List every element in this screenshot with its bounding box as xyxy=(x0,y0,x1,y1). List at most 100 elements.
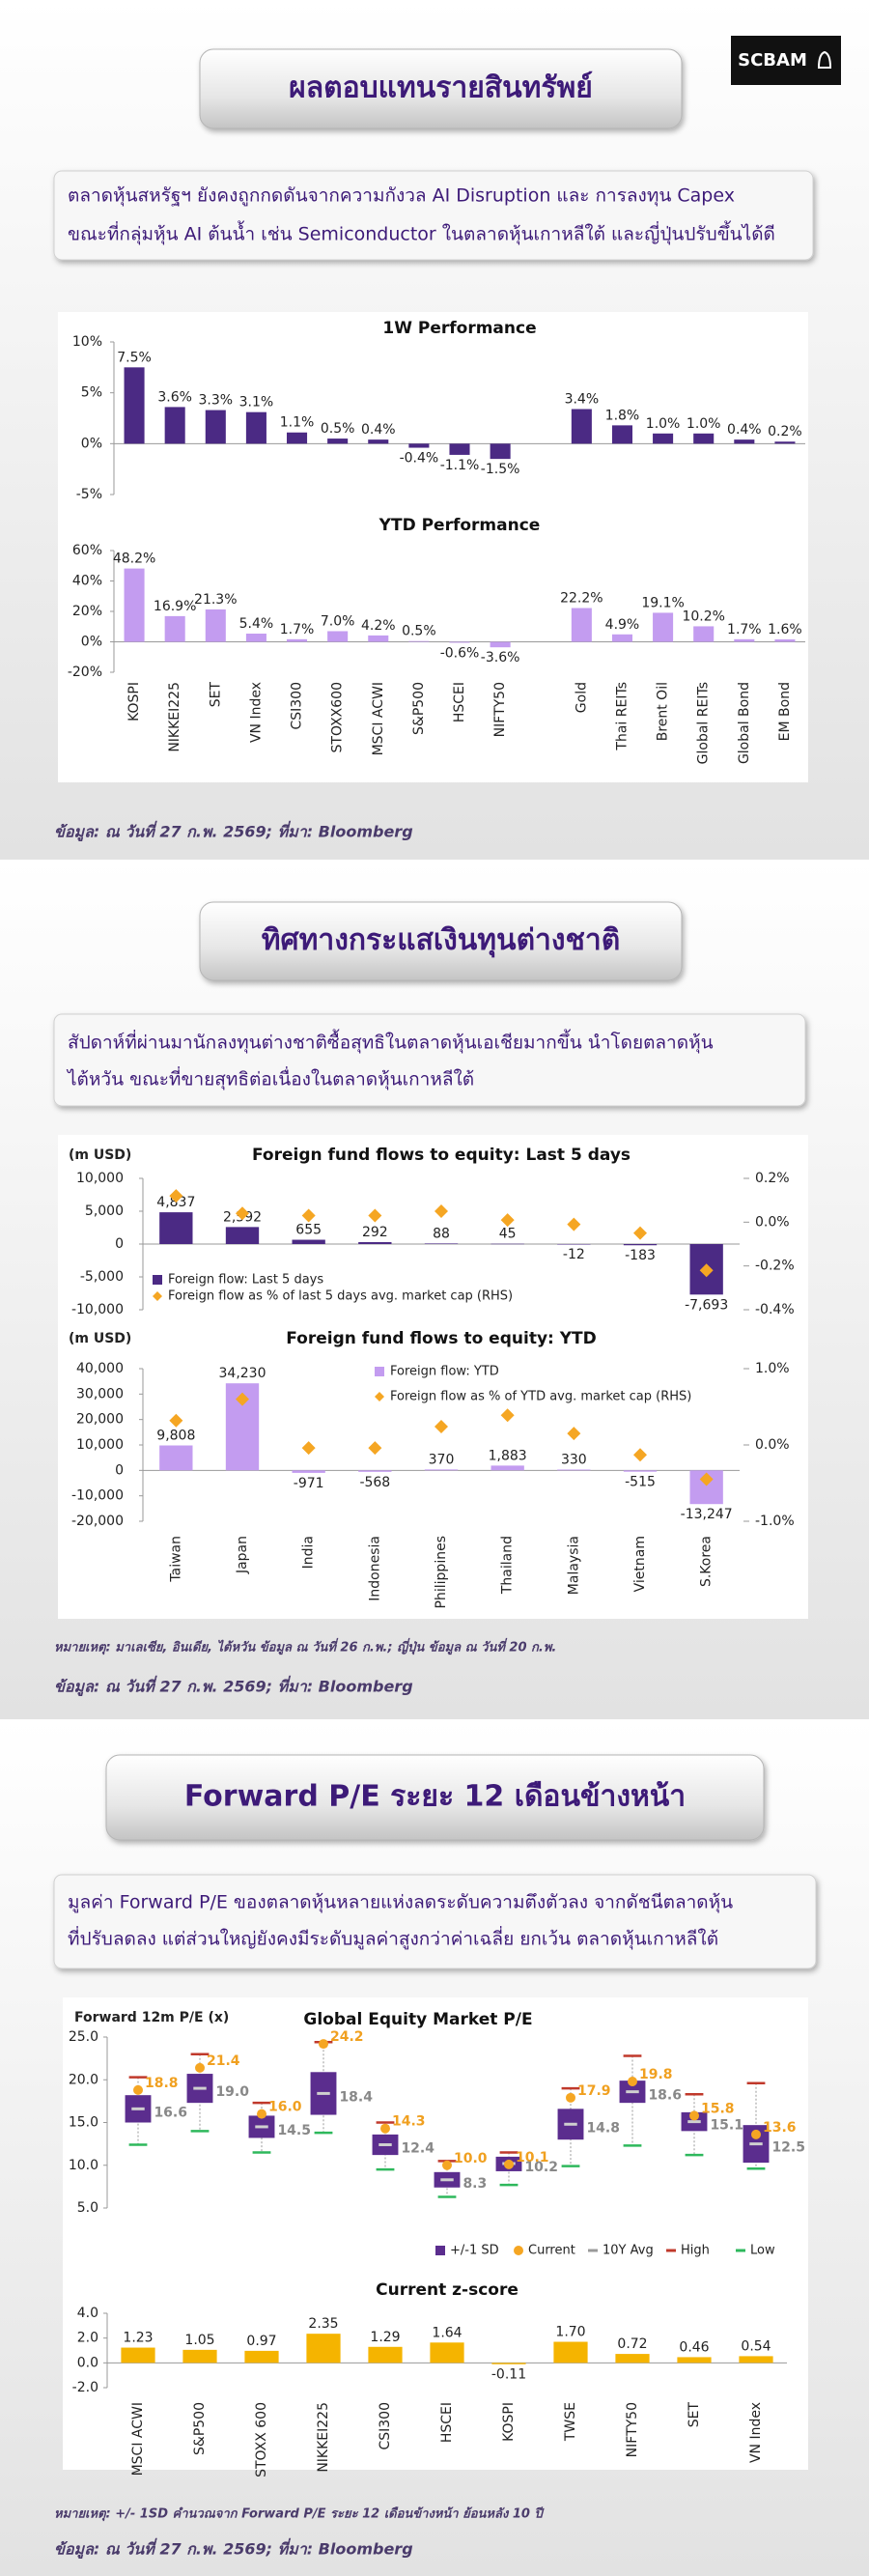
x-tick-label: CSI300 xyxy=(378,2402,393,2450)
value-label: 4.2% xyxy=(361,618,396,634)
bar xyxy=(245,633,266,642)
diamond-marker xyxy=(567,1427,581,1441)
bar xyxy=(358,1242,392,1244)
y-tick-label: 5.0 xyxy=(77,2200,98,2216)
summary-line: มูลค่า Forward P/E ของตลาดหุ้นหลายแห่งลด… xyxy=(68,1892,733,1914)
y-tick-label: -10,000 xyxy=(71,1302,124,1317)
current-dot xyxy=(689,2110,699,2121)
bar xyxy=(571,409,592,444)
value-label: -183 xyxy=(625,1248,656,1263)
x-tick-label: Brent Oil xyxy=(656,682,671,741)
current-dot xyxy=(195,2062,205,2073)
diamond-marker xyxy=(368,1441,382,1456)
value-label: 1.6% xyxy=(768,622,802,637)
value-label: 45 xyxy=(499,1227,517,1242)
value-label: -0.11 xyxy=(491,2367,526,2383)
current-dot xyxy=(257,2109,266,2119)
bar xyxy=(306,2334,341,2364)
legend-marker xyxy=(153,1291,162,1301)
y-tick-label: 0% xyxy=(81,635,102,650)
y-tick-label: 5,000 xyxy=(85,1203,124,1219)
current-label: 16.0 xyxy=(268,2100,302,2115)
x-tick-label: KOSPI xyxy=(126,682,142,722)
avg-label: 12.4 xyxy=(401,2141,434,2157)
x-tick-label: HSCEI xyxy=(452,682,467,722)
chart-title: YTD Performance xyxy=(378,516,541,535)
x-tick-label: India xyxy=(301,1536,317,1569)
x-tick-label: Thai REITs xyxy=(614,682,630,751)
bar xyxy=(677,2357,712,2364)
summary-line: ขณะที่กลุ่มหุ้น AI ต้นน้ำ เช่น Semicondu… xyxy=(68,221,775,246)
bar xyxy=(623,1470,658,1472)
bar xyxy=(653,433,674,444)
value-label: 1.8% xyxy=(605,408,640,423)
value-label: -0.4% xyxy=(400,451,439,467)
current-dot xyxy=(566,2092,575,2103)
bar xyxy=(734,638,755,642)
x-tick-label: Vietnam xyxy=(632,1536,648,1592)
x-tick-label: Taiwan xyxy=(168,1536,183,1583)
bar xyxy=(424,1469,459,1471)
value-label: 1.1% xyxy=(280,415,315,431)
x-tick-label: NIFTY50 xyxy=(625,2402,640,2457)
value-label: 292 xyxy=(362,1225,388,1240)
value-label: -12 xyxy=(563,1247,585,1262)
legend-marker xyxy=(514,2246,523,2255)
legend-label: Foreign flow: Last 5 days xyxy=(168,1273,323,1288)
value-label: 7.5% xyxy=(117,350,152,365)
x-tick-label: NIKKEI225 xyxy=(316,2402,331,2473)
value-label: -13,247 xyxy=(681,1507,733,1522)
y-tick-label: 40% xyxy=(72,574,102,589)
title-banner xyxy=(199,901,683,981)
text-box xyxy=(53,1874,817,1969)
value-label: 2.35 xyxy=(308,2316,338,2332)
y2-tick-label: -0.4% xyxy=(755,1302,795,1317)
chart-title: Current z-score xyxy=(376,2280,519,2300)
x-tick-label: S&P500 xyxy=(411,682,427,735)
chart-panel xyxy=(58,312,808,782)
bar xyxy=(182,2349,217,2364)
y2-tick-label: 0.2% xyxy=(755,1171,790,1186)
value-label: 3.1% xyxy=(239,395,274,410)
diamond-marker xyxy=(301,1208,316,1223)
y-tick-label: 20% xyxy=(72,604,102,619)
value-label: -971 xyxy=(294,1476,324,1491)
legend-label: 10Y Avg xyxy=(603,2244,654,2258)
x-tick-label: STOXX 600 xyxy=(254,2402,269,2477)
avg-label: 8.3 xyxy=(463,2176,487,2192)
logo-icon xyxy=(817,50,832,69)
avg-label: 16.6 xyxy=(154,2105,187,2120)
value-label: 1.7% xyxy=(280,622,315,637)
y-tick-label: 10,000 xyxy=(76,1437,124,1453)
x-tick-label: S&P500 xyxy=(192,2402,208,2455)
bar xyxy=(358,1470,392,1472)
value-label: -515 xyxy=(625,1475,656,1490)
bar xyxy=(244,2350,279,2364)
summary-line: ตลาดหุ้นสหรัฐฯ ยังคงถูกกดดันจากความกังวล… xyxy=(68,185,735,208)
section-title: Forward P/E ระยะ 12 เดือนข้างหน้า xyxy=(184,1780,686,1814)
title-banner xyxy=(199,48,683,129)
chart-panel xyxy=(63,1997,808,2470)
current-dot xyxy=(133,2084,143,2095)
value-label: 1.70 xyxy=(555,2325,585,2340)
legend-marker xyxy=(435,2246,445,2255)
y2-tick-label: 1.0% xyxy=(755,1361,790,1376)
value-label: 655 xyxy=(295,1223,322,1238)
bar xyxy=(491,2363,526,2364)
value-label: 4.9% xyxy=(605,617,640,633)
x-tick-label: EM Bond xyxy=(777,682,793,741)
bar xyxy=(693,626,715,642)
bar xyxy=(615,2354,650,2364)
value-label: -0.6% xyxy=(440,645,480,661)
bar xyxy=(424,1243,459,1244)
diamond-marker xyxy=(633,1226,647,1240)
current-label: 17.9 xyxy=(577,2083,611,2099)
value-label: 0.4% xyxy=(361,422,396,438)
y-tick-label: 40,000 xyxy=(76,1361,124,1376)
x-tick-label: VN Index xyxy=(748,2402,764,2463)
value-label: 10.2% xyxy=(682,609,724,624)
legend-marker xyxy=(375,1392,384,1401)
x-tick-label: Indonesia xyxy=(367,1536,382,1601)
avg-label: 18.6 xyxy=(648,2088,682,2104)
